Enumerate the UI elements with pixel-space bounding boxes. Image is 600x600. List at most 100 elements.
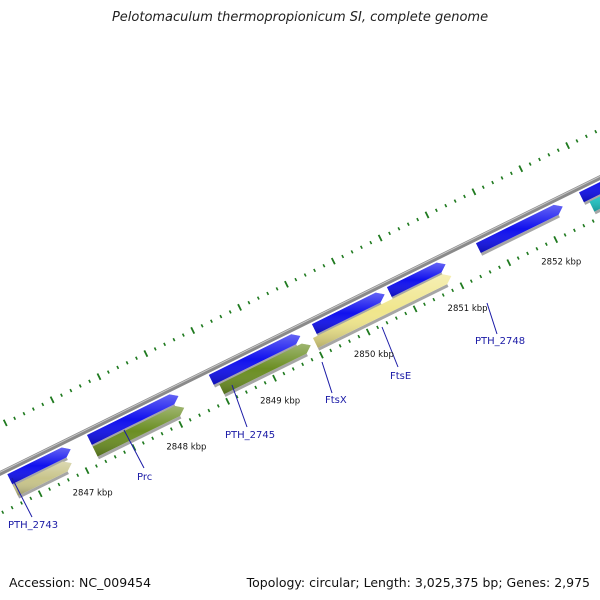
outer-tick bbox=[360, 245, 363, 250]
outer-tick bbox=[397, 226, 401, 231]
gene-label[interactable]: PTH_2748 bbox=[475, 336, 525, 347]
inner-tick bbox=[244, 390, 248, 394]
leader-line bbox=[486, 302, 498, 335]
outer-gene-arrow-4-shade bbox=[311, 292, 385, 334]
kbp-label: 2851 kbp bbox=[448, 304, 488, 314]
outer-tick bbox=[528, 162, 532, 166]
label-leaders bbox=[11, 302, 498, 518]
inner-tick bbox=[131, 443, 137, 452]
gene-label[interactable]: FtsE bbox=[390, 371, 411, 382]
outer-tick bbox=[491, 180, 495, 185]
outer-tick bbox=[31, 407, 35, 411]
inner-gene-arrow-3-shade bbox=[219, 343, 311, 395]
inner-tick bbox=[423, 302, 426, 307]
outer-tick bbox=[22, 411, 26, 416]
outer-tick bbox=[284, 280, 289, 288]
outer-gene-arrow-5-edge bbox=[391, 272, 443, 300]
outer-tick bbox=[49, 396, 55, 404]
outer-tick bbox=[556, 148, 560, 152]
outer-tick bbox=[143, 350, 149, 358]
outer-tick bbox=[594, 129, 598, 134]
outer-tick bbox=[500, 176, 504, 180]
inner-gene-arrow-4-shade bbox=[312, 274, 452, 348]
backbone-line bbox=[0, 175, 600, 476]
inner-tick bbox=[488, 270, 492, 274]
inner-tick bbox=[123, 450, 126, 454]
gene-labels: PTH_2743 Prc PTH_2745 FtsX FtsE PTH_2748 bbox=[8, 336, 525, 531]
leader-line bbox=[123, 429, 145, 469]
outer-tick bbox=[518, 165, 524, 173]
inner-tick bbox=[151, 436, 155, 441]
outer-tick bbox=[96, 373, 102, 381]
outer-tick bbox=[322, 263, 326, 268]
outer-tick bbox=[294, 277, 298, 282]
outer-gene-arrow-1-edge bbox=[12, 457, 68, 487]
inner-gene-arrow-2-shade bbox=[92, 405, 185, 457]
gene-label[interactable]: Prc bbox=[137, 472, 152, 483]
outer-tick bbox=[13, 416, 17, 421]
outer-tick bbox=[181, 333, 185, 337]
inner-tick bbox=[582, 223, 586, 228]
inner-tick bbox=[207, 408, 211, 413]
inner-tick bbox=[376, 325, 380, 330]
inner-tick bbox=[441, 293, 445, 297]
outer-tick bbox=[463, 194, 466, 199]
outer-tick bbox=[509, 171, 513, 176]
outer-tick bbox=[341, 254, 345, 259]
inner-tick bbox=[319, 351, 324, 359]
inner-tick bbox=[310, 357, 314, 362]
inner-tick bbox=[591, 219, 595, 223]
inner-tick bbox=[394, 316, 398, 320]
outer-tick bbox=[135, 356, 138, 360]
outer-tick bbox=[538, 157, 541, 162]
inner-tick bbox=[37, 490, 43, 498]
inner-tick bbox=[1, 510, 5, 515]
outer-tick bbox=[190, 326, 196, 334]
outer-tick bbox=[163, 342, 167, 347]
outer-tick bbox=[471, 188, 477, 196]
inner-tick bbox=[113, 454, 117, 459]
outer-gene-arrow-3-edge bbox=[213, 344, 298, 388]
outer-tick bbox=[313, 268, 316, 273]
outer-tick bbox=[444, 203, 448, 208]
inner-tick bbox=[48, 487, 52, 491]
inner-tick bbox=[254, 385, 258, 390]
inner-gene-arrow-2-edge bbox=[97, 415, 182, 460]
leader-line bbox=[321, 361, 333, 394]
inner-tick bbox=[563, 233, 567, 237]
outer-tick bbox=[219, 314, 223, 319]
outer-tick bbox=[172, 337, 176, 342]
inner-tick bbox=[291, 367, 295, 371]
outer-tick bbox=[116, 365, 120, 370]
gene-label[interactable]: PTH_2745 bbox=[225, 430, 275, 441]
outer-tick bbox=[106, 370, 110, 374]
gene-label[interactable]: PTH_2743 bbox=[8, 520, 58, 531]
inner-gene-arrow-4-edge bbox=[317, 284, 449, 351]
outer-tick bbox=[228, 310, 232, 314]
kbp-scale-labels: 2847 kbp 2848 kbp 2849 kbp 2850 kbp 2851 kbp… bbox=[73, 258, 582, 499]
outer-gene-arrow-3-shade bbox=[208, 334, 301, 385]
outer-tick bbox=[584, 134, 588, 139]
inner-tick bbox=[451, 288, 455, 293]
outer-tick-track bbox=[2, 129, 598, 427]
outer-tick bbox=[210, 319, 213, 324]
inner-tick bbox=[506, 259, 512, 267]
forward-strand-genes bbox=[7, 182, 600, 487]
gene-label[interactable]: FtsX bbox=[325, 395, 347, 406]
outer-tick bbox=[350, 250, 354, 254]
inner-tick bbox=[178, 420, 184, 428]
inner-tick-track bbox=[1, 219, 595, 515]
inner-tick bbox=[272, 374, 277, 382]
inner-tick bbox=[459, 282, 465, 290]
leader-line bbox=[11, 477, 33, 518]
outer-tick bbox=[453, 199, 457, 203]
inner-tick bbox=[404, 311, 408, 316]
inner-gene-arrow-3-edge bbox=[224, 353, 308, 397]
outer-tick bbox=[575, 139, 579, 143]
inner-tick bbox=[235, 394, 239, 399]
inner-tick bbox=[57, 482, 61, 487]
kbp-label: 2847 kbp bbox=[73, 489, 113, 499]
outer-tick bbox=[237, 303, 242, 311]
inner-tick bbox=[263, 381, 267, 385]
